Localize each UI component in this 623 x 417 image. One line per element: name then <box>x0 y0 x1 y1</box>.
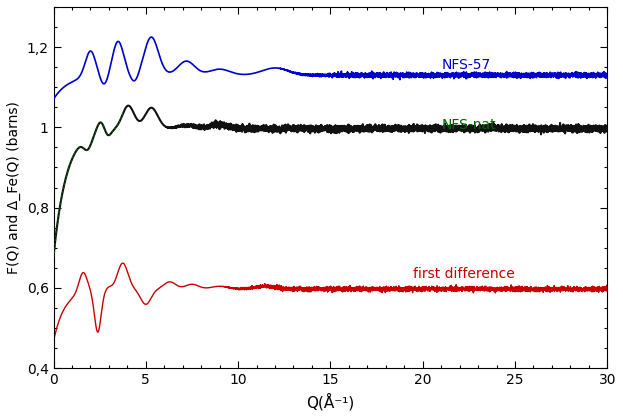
Text: NFS-57: NFS-57 <box>441 58 490 72</box>
Text: first difference: first difference <box>414 267 515 281</box>
X-axis label: Q(Å⁻¹): Q(Å⁻¹) <box>307 392 354 410</box>
Text: NFS-nat: NFS-nat <box>441 118 496 132</box>
Y-axis label: F(Q) and Δ_Fe(Q) (barns): F(Q) and Δ_Fe(Q) (barns) <box>7 101 21 274</box>
